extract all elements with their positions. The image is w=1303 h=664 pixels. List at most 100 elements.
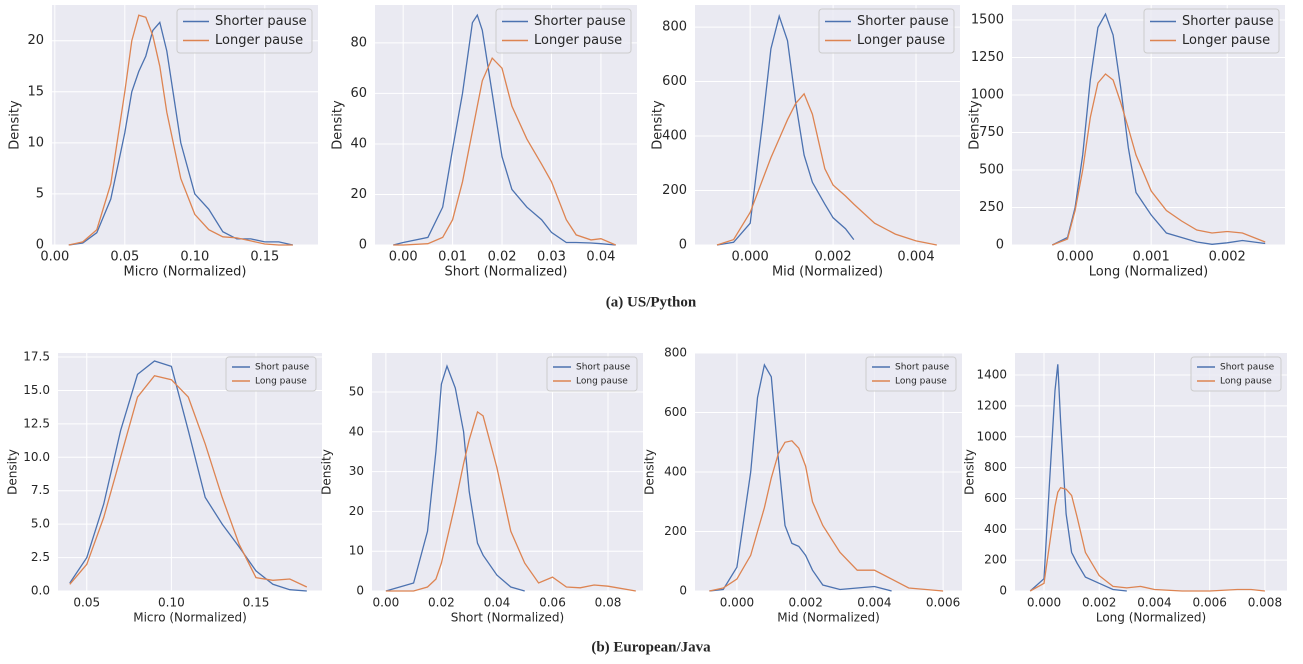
density-line — [68, 14, 293, 246]
y-tick-label: 200 — [984, 553, 1007, 567]
legend-label: Shorter pause — [1182, 14, 1274, 29]
y-tick-label: 200 — [662, 183, 687, 198]
x-axis-label: Mid (Normalized) — [772, 265, 883, 280]
y-tick-label: 15 — [27, 84, 44, 99]
density-line — [716, 92, 937, 246]
legend-box — [1143, 8, 1280, 54]
caption: (a) US/Python — [606, 294, 697, 310]
y-tick-label: 1000 — [976, 429, 1007, 443]
legend-label: Long pause — [1220, 377, 1272, 387]
legend-label: Short pause — [895, 363, 950, 373]
x-tick-label: 0.05 — [73, 596, 100, 610]
y-axis-label: Density — [643, 449, 657, 495]
y-tick-label: 20 — [27, 33, 44, 48]
x-tick-label: 0.008 — [1248, 596, 1282, 610]
y-tick-label: 10.0 — [23, 450, 50, 464]
y-tick-label: 750 — [979, 125, 1004, 140]
y-tick-label: 10 — [349, 544, 364, 558]
legend-label: Long pause — [576, 377, 628, 387]
x-tick-label: 0.01 — [438, 250, 467, 265]
legend-box — [546, 356, 638, 392]
y-tick-label: 600 — [984, 491, 1007, 505]
legend-box — [818, 8, 955, 54]
y-tick-label: 500 — [979, 163, 1004, 178]
y-tick-label: 1500 — [971, 13, 1004, 28]
y-tick-label: 12.5 — [23, 416, 50, 430]
y-tick-label: 30 — [349, 464, 364, 478]
legend-box — [176, 8, 313, 54]
y-tick-label: 400 — [984, 522, 1007, 536]
y-tick-label: 600 — [662, 74, 687, 89]
x-tick-label: 0.00 — [40, 250, 69, 265]
x-axis-label: Mid (Normalized) — [777, 611, 880, 625]
density-line — [68, 21, 293, 246]
density-line — [709, 440, 944, 592]
y-tick-label: 400 — [664, 465, 687, 479]
caption: (b) European/Java — [591, 639, 711, 655]
plot-background — [58, 353, 322, 591]
x-tick-label: 0.006 — [926, 596, 960, 610]
y-tick-label: 0 — [996, 238, 1004, 253]
x-tick-label: 0.15 — [250, 250, 279, 265]
y-tick-label: 200 — [664, 524, 687, 538]
y-axis-label: Density — [320, 449, 334, 495]
x-axis-label: Short (Normalized) — [451, 611, 564, 625]
y-tick-label: 600 — [664, 405, 687, 419]
y-tick-label: 0 — [359, 238, 367, 253]
density-line — [393, 56, 616, 246]
y-tick-label: 7.5 — [31, 483, 50, 497]
density-line — [709, 363, 892, 592]
legend-label: Short pause — [1220, 363, 1275, 373]
y-tick-label: 2.5 — [31, 550, 50, 564]
y-tick-label: 5.0 — [31, 517, 50, 531]
legend-box — [225, 356, 317, 392]
x-tick-label: 0.15 — [243, 596, 270, 610]
plot-area — [1015, 353, 1287, 592]
x-tick-label: 0.001 — [1133, 250, 1170, 265]
legend-box — [495, 8, 632, 54]
density-line — [393, 13, 616, 246]
x-tick-label: 0.02 — [488, 250, 517, 265]
legend-box — [865, 356, 957, 392]
y-tick-label: 5 — [36, 186, 44, 201]
density-line — [1029, 486, 1265, 592]
y-tick-label: 0 — [679, 238, 687, 253]
density-line — [385, 364, 525, 592]
y-tick-label: 40 — [349, 424, 364, 438]
legend-label: Short pause — [576, 363, 631, 373]
x-axis-label: Micro (Normalized) — [133, 611, 247, 625]
density-line — [1052, 12, 1266, 246]
legend-label: Longer pause — [1182, 33, 1270, 48]
legend-label: Shorter pause — [215, 14, 307, 29]
x-tick-label: 0.002 — [1082, 596, 1116, 610]
y-tick-label: 17.5 — [23, 350, 50, 364]
y-tick-label: 800 — [662, 20, 687, 35]
y-axis-label: Density — [963, 449, 977, 495]
x-tick-label: 0.000 — [1057, 250, 1094, 265]
legend-label: Shorter pause — [534, 14, 626, 29]
x-tick-label: 0.00 — [389, 250, 418, 265]
x-tick-label: 0.06 — [539, 596, 566, 610]
x-tick-label: 0.03 — [537, 250, 566, 265]
x-tick-label: 0.006 — [1193, 596, 1227, 610]
y-tick-label: 0 — [36, 238, 44, 253]
legend-label: Longer pause — [534, 33, 622, 48]
x-axis-label: Long (Normalized) — [1096, 611, 1206, 625]
legend-label: Longer pause — [857, 33, 945, 48]
y-tick-label: 1250 — [971, 50, 1004, 65]
y-tick-label: 800 — [664, 346, 687, 360]
x-tick-label: 0.002 — [814, 250, 851, 265]
y-tick-label: 15.0 — [23, 383, 50, 397]
x-tick-label: 0.004 — [857, 596, 891, 610]
plot-area — [372, 353, 643, 592]
x-tick-label: 0.00 — [373, 596, 400, 610]
y-tick-label: 0.0 — [31, 584, 50, 598]
density-line — [1052, 73, 1266, 246]
x-tick-label: 0.000 — [732, 250, 769, 265]
density-line — [385, 410, 636, 592]
x-tick-label: 0.08 — [595, 596, 622, 610]
y-axis-label: Density — [651, 100, 666, 150]
density-line — [69, 374, 308, 588]
x-tick-label: 0.002 — [788, 596, 822, 610]
